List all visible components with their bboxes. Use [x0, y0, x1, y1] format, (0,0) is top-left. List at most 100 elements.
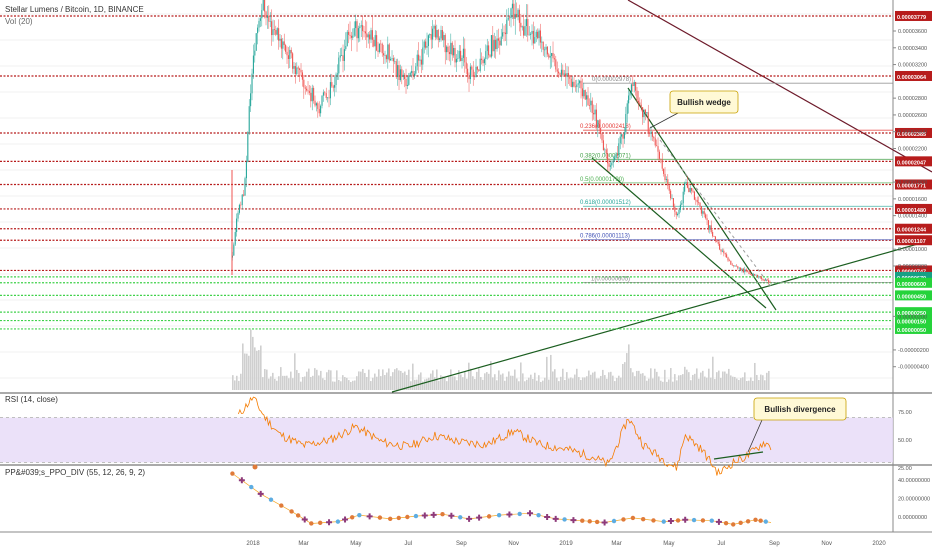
candle-up: [255, 33, 257, 51]
volume-bar: [386, 372, 388, 390]
candle-up: [321, 95, 323, 106]
candle-down: [280, 38, 282, 49]
volume-bar: [708, 368, 710, 390]
candle-up: [262, 0, 264, 11]
time-tick-label: 2018: [246, 541, 260, 547]
candle-down: [482, 59, 484, 64]
candle-down: [283, 41, 285, 46]
time-tick-label: 2019: [559, 541, 573, 547]
volume-bar: [756, 374, 758, 390]
candle-down: [364, 31, 366, 34]
candle-up: [511, 3, 513, 9]
candle-up: [560, 69, 562, 75]
volume-bar: [270, 376, 272, 390]
candle-up: [521, 26, 523, 28]
volume-bar: [542, 380, 544, 390]
candle-up: [345, 45, 347, 50]
candle-down: [546, 46, 548, 55]
volume-bar: [478, 368, 480, 390]
candle-up: [258, 20, 260, 28]
volume-bar: [762, 375, 764, 390]
ppo-divergence-marker: [326, 519, 333, 526]
candle-down: [705, 214, 707, 219]
candle-down: [636, 90, 638, 101]
bullish-wedge-callout-box: [669, 90, 739, 114]
candle-down: [674, 207, 676, 212]
candle-down: [265, 11, 267, 18]
candle-down: [607, 153, 609, 164]
candle-down: [565, 73, 567, 77]
candle-down: [742, 268, 744, 273]
candle-down: [430, 34, 432, 40]
candle-down: [401, 69, 403, 78]
ppo-dot: [738, 520, 743, 526]
candle-down: [273, 29, 275, 31]
candle-down: [275, 30, 277, 35]
candle-down: [342, 55, 344, 61]
candle-up: [510, 8, 512, 19]
candle-up: [252, 55, 254, 74]
ppo-divergence-marker: [421, 512, 428, 519]
candle-up: [615, 153, 617, 158]
volume-bar: [610, 371, 612, 390]
ppo-tick-label: 40.00000000: [898, 478, 930, 484]
volume-bar: [722, 371, 724, 390]
bullish-wedge-callout-text: Bullish wedge: [677, 98, 731, 107]
candle-down: [649, 133, 651, 134]
volume-bar: [402, 372, 404, 390]
time-tick-label: May: [663, 541, 674, 547]
volume-bar: [486, 372, 488, 390]
candle-down: [285, 45, 287, 52]
volume-bar: [310, 376, 312, 390]
candle-down: [437, 29, 439, 40]
candle-down: [713, 236, 715, 237]
candle-up: [394, 61, 396, 62]
volume-bar: [688, 372, 690, 390]
ppo-dot: [252, 464, 258, 470]
candle-up: [245, 161, 247, 179]
candle-up: [614, 157, 616, 161]
volume-bar: [426, 378, 428, 390]
time-tick-label: Mar: [298, 541, 308, 547]
candle-down: [460, 50, 462, 61]
ppo-divergence-marker: [342, 516, 349, 523]
volume-bar: [608, 372, 610, 390]
volume-bar: [356, 376, 358, 390]
volume-bar: [758, 379, 760, 390]
candle-down: [605, 149, 607, 154]
candle-down: [730, 260, 732, 265]
volume-bar: [662, 381, 664, 390]
volume-bar: [232, 375, 234, 390]
volume-bar: [764, 380, 766, 390]
candle-up: [524, 26, 526, 36]
grid-lines: [0, 0, 932, 533]
candle-up: [721, 250, 723, 252]
symbol-title: Stellar Lumens / Bitcoin, 1D, BINANCE: [5, 5, 144, 14]
volume-bar: [378, 369, 380, 390]
price-tick-label: 0.00002800: [898, 96, 927, 102]
candle-down: [751, 274, 753, 276]
volume-bar: [240, 373, 242, 390]
volume-bar: [736, 378, 738, 390]
volume-bar: [734, 376, 736, 390]
volume-bar: [234, 380, 236, 390]
volume-bar: [510, 375, 512, 390]
candle-up: [367, 34, 369, 38]
ppo-dot: [630, 515, 636, 521]
candle-up: [685, 182, 687, 184]
candle-down: [658, 151, 660, 159]
ppo-dot: [377, 515, 383, 520]
candle-down: [691, 187, 693, 191]
volume-bar: [394, 369, 396, 390]
wedge-upper-line: [627, 87, 777, 311]
volume-bar: [578, 377, 580, 390]
candle-up: [234, 232, 236, 245]
resistance-price-label: 0.00003064: [897, 75, 927, 81]
volume-bar: [288, 378, 290, 390]
candle-up: [415, 66, 417, 74]
volume-bar: [640, 373, 642, 390]
candle-up: [738, 267, 740, 269]
volume-bar: [326, 372, 328, 390]
candle-up: [490, 35, 492, 57]
candle-up: [630, 84, 632, 93]
